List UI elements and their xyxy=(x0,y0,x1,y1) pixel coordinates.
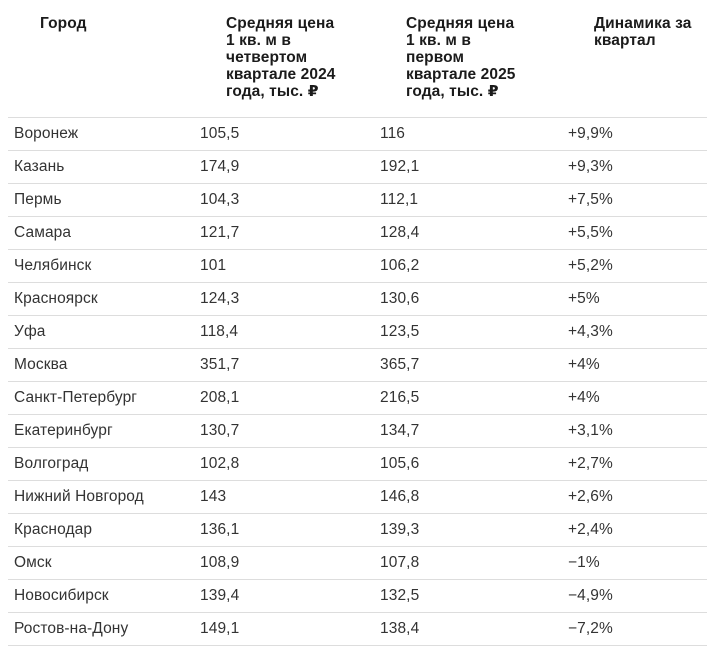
table-row: Краснодар 136,1 139,3 +2,4% xyxy=(8,513,707,546)
table-row: Казань 174,9 192,1 +9,3% xyxy=(8,150,707,183)
q4-2024-price-cell: 101 xyxy=(200,257,227,274)
table-row: Пермь 104,3 112,1 +7,5% xyxy=(8,183,707,216)
q1-2025-price-cell: 138,4 xyxy=(380,620,420,637)
quarter-change-cell: +7,5% xyxy=(568,191,613,208)
table-row: Челябинск 101 106,2 +5,2% xyxy=(8,249,707,282)
q4-2024-price-cell: 104,3 xyxy=(200,191,240,208)
quarter-change-cell: +2,4% xyxy=(568,521,613,538)
quarter-change-cell: +4% xyxy=(568,356,600,373)
quarter-change-cell: −1% xyxy=(568,554,600,571)
q4-2024-price-cell: 149,1 xyxy=(200,620,240,637)
city-cell: Новосибирск xyxy=(14,587,109,604)
table-row: Волгоград 102,8 105,6 +2,7% xyxy=(8,447,707,480)
quarter-change-cell: +4% xyxy=(568,389,600,406)
city-cell: Краснодар xyxy=(14,521,93,538)
q1-2025-price-cell: 123,5 xyxy=(380,323,420,340)
q4-2024-price-cell: 121,7 xyxy=(200,224,240,241)
q1-2025-price-cell: 134,7 xyxy=(380,422,420,439)
q1-2025-price-cell: 130,6 xyxy=(380,290,420,307)
city-cell: Нижний Новгород xyxy=(14,488,144,505)
column-header-quarter-change: Динамика за квартал xyxy=(594,15,692,49)
quarter-change-cell: +5,5% xyxy=(568,224,613,241)
quarter-change-cell: +5% xyxy=(568,290,600,307)
table-row: Красноярск 124,3 130,6 +5% xyxy=(8,282,707,315)
quarter-change-cell: +9,3% xyxy=(568,158,613,175)
city-cell: Пермь xyxy=(14,191,62,208)
table-row: Ростов-на-Дону 149,1 138,4 −7,2% xyxy=(8,612,707,645)
q1-2025-price-cell: 128,4 xyxy=(380,224,420,241)
q1-2025-price-cell: 112,1 xyxy=(380,191,419,208)
city-cell: Омск xyxy=(14,554,52,571)
column-header-q4-2024-price: Средняя цена 1 кв. м в четвертом квартал… xyxy=(226,15,336,100)
q4-2024-price-cell: 118,4 xyxy=(200,323,239,340)
city-cell: Москва xyxy=(14,356,68,373)
city-cell: Ростов-на-Дону xyxy=(14,620,129,637)
quarter-change-cell: +3,1% xyxy=(568,422,613,439)
city-cell: Воронеж xyxy=(14,125,79,142)
q4-2024-price-cell: 102,8 xyxy=(200,455,240,472)
city-cell: Уфа xyxy=(14,323,46,340)
table-row: Екатеринбург 130,7 134,7 +3,1% xyxy=(8,414,707,447)
q1-2025-price-cell: 216,5 xyxy=(380,389,420,406)
table-row: Москва 351,7 365,7 +4% xyxy=(8,348,707,381)
q1-2025-price-cell: 192,1 xyxy=(380,158,420,175)
q4-2024-price-cell: 351,7 xyxy=(200,356,240,373)
q1-2025-price-cell: 132,5 xyxy=(380,587,420,604)
table-row: Санкт-Петербург 208,1 216,5 +4% xyxy=(8,381,707,414)
table-row: Нижний Новгород 143 146,8 +2,6% xyxy=(8,480,707,513)
city-cell: Волгоград xyxy=(14,455,89,472)
q1-2025-price-cell: 107,8 xyxy=(380,554,420,571)
city-cell: Самара xyxy=(14,224,72,241)
quarter-change-cell: +2,6% xyxy=(568,488,613,505)
q1-2025-price-cell: 365,7 xyxy=(380,356,420,373)
city-cell: Челябинск xyxy=(14,257,92,274)
q4-2024-price-cell: 174,9 xyxy=(200,158,240,175)
quarter-change-cell: +9,9% xyxy=(568,125,613,142)
city-cell: Санкт-Петербург xyxy=(14,389,138,406)
q1-2025-price-cell: 139,3 xyxy=(380,521,420,538)
q1-2025-price-cell: 106,2 xyxy=(380,257,420,274)
city-cell: Екатеринбург xyxy=(14,422,113,439)
q1-2025-price-cell: 146,8 xyxy=(380,488,420,505)
table-body: Воронеж 105,5 116 +9,9% Казань 174,9 192… xyxy=(8,117,707,646)
table-row: Новосибирск 139,4 132,5 −4,9% xyxy=(8,579,707,612)
quarter-change-cell: +2,7% xyxy=(568,455,613,472)
column-header-city: Город xyxy=(40,15,87,32)
q4-2024-price-cell: 143 xyxy=(200,488,227,505)
city-cell: Красноярск xyxy=(14,290,98,307)
q4-2024-price-cell: 108,9 xyxy=(200,554,240,571)
q4-2024-price-cell: 105,5 xyxy=(200,125,240,142)
q4-2024-price-cell: 124,3 xyxy=(200,290,240,307)
city-cell: Казань xyxy=(14,158,65,175)
table-row: Уфа 118,4 123,5 +4,3% xyxy=(8,315,707,348)
quarter-change-cell: −4,9% xyxy=(568,587,613,604)
table-row: Омск 108,9 107,8 −1% xyxy=(8,546,707,579)
quarter-change-cell: +5,2% xyxy=(568,257,613,274)
quarter-change-cell: +4,3% xyxy=(568,323,613,340)
q4-2024-price-cell: 136,1 xyxy=(200,521,240,538)
table-row: Воронеж 105,5 116 +9,9% xyxy=(8,117,707,150)
q1-2025-price-cell: 105,6 xyxy=(380,455,420,472)
q4-2024-price-cell: 130,7 xyxy=(200,422,240,439)
q4-2024-price-cell: 208,1 xyxy=(200,389,240,406)
quarter-change-cell: −7,2% xyxy=(568,620,613,637)
q4-2024-price-cell: 139,4 xyxy=(200,587,240,604)
table-header: Город Средняя цена 1 кв. м в четвертом к… xyxy=(8,0,707,100)
column-header-q1-2025-price: Средняя цена 1 кв. м в первом квартале 2… xyxy=(406,15,516,100)
q1-2025-price-cell: 116 xyxy=(380,125,406,142)
table-row: Самара 121,7 128,4 +5,5% xyxy=(8,216,707,249)
